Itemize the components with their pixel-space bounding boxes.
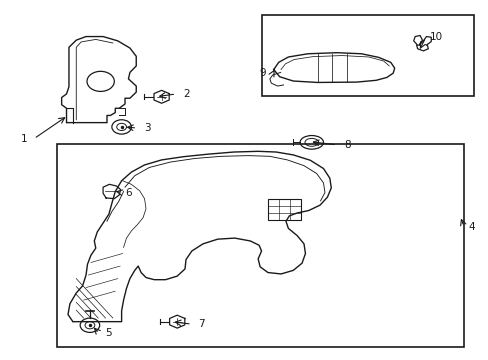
Bar [267, 199, 301, 220]
Text: 4: 4 [468, 222, 474, 231]
Text: 2: 2 [183, 89, 190, 99]
Text: 6: 6 [125, 188, 131, 198]
Text: 10: 10 [429, 32, 442, 42]
Bar [57, 144, 463, 347]
Bar [261, 15, 473, 96]
Text: 8: 8 [344, 140, 350, 150]
Text: 3: 3 [144, 123, 151, 133]
Text: 9: 9 [259, 68, 266, 78]
Text: 7: 7 [198, 319, 204, 329]
Text: 1: 1 [21, 134, 27, 144]
Text: 5: 5 [105, 328, 112, 338]
